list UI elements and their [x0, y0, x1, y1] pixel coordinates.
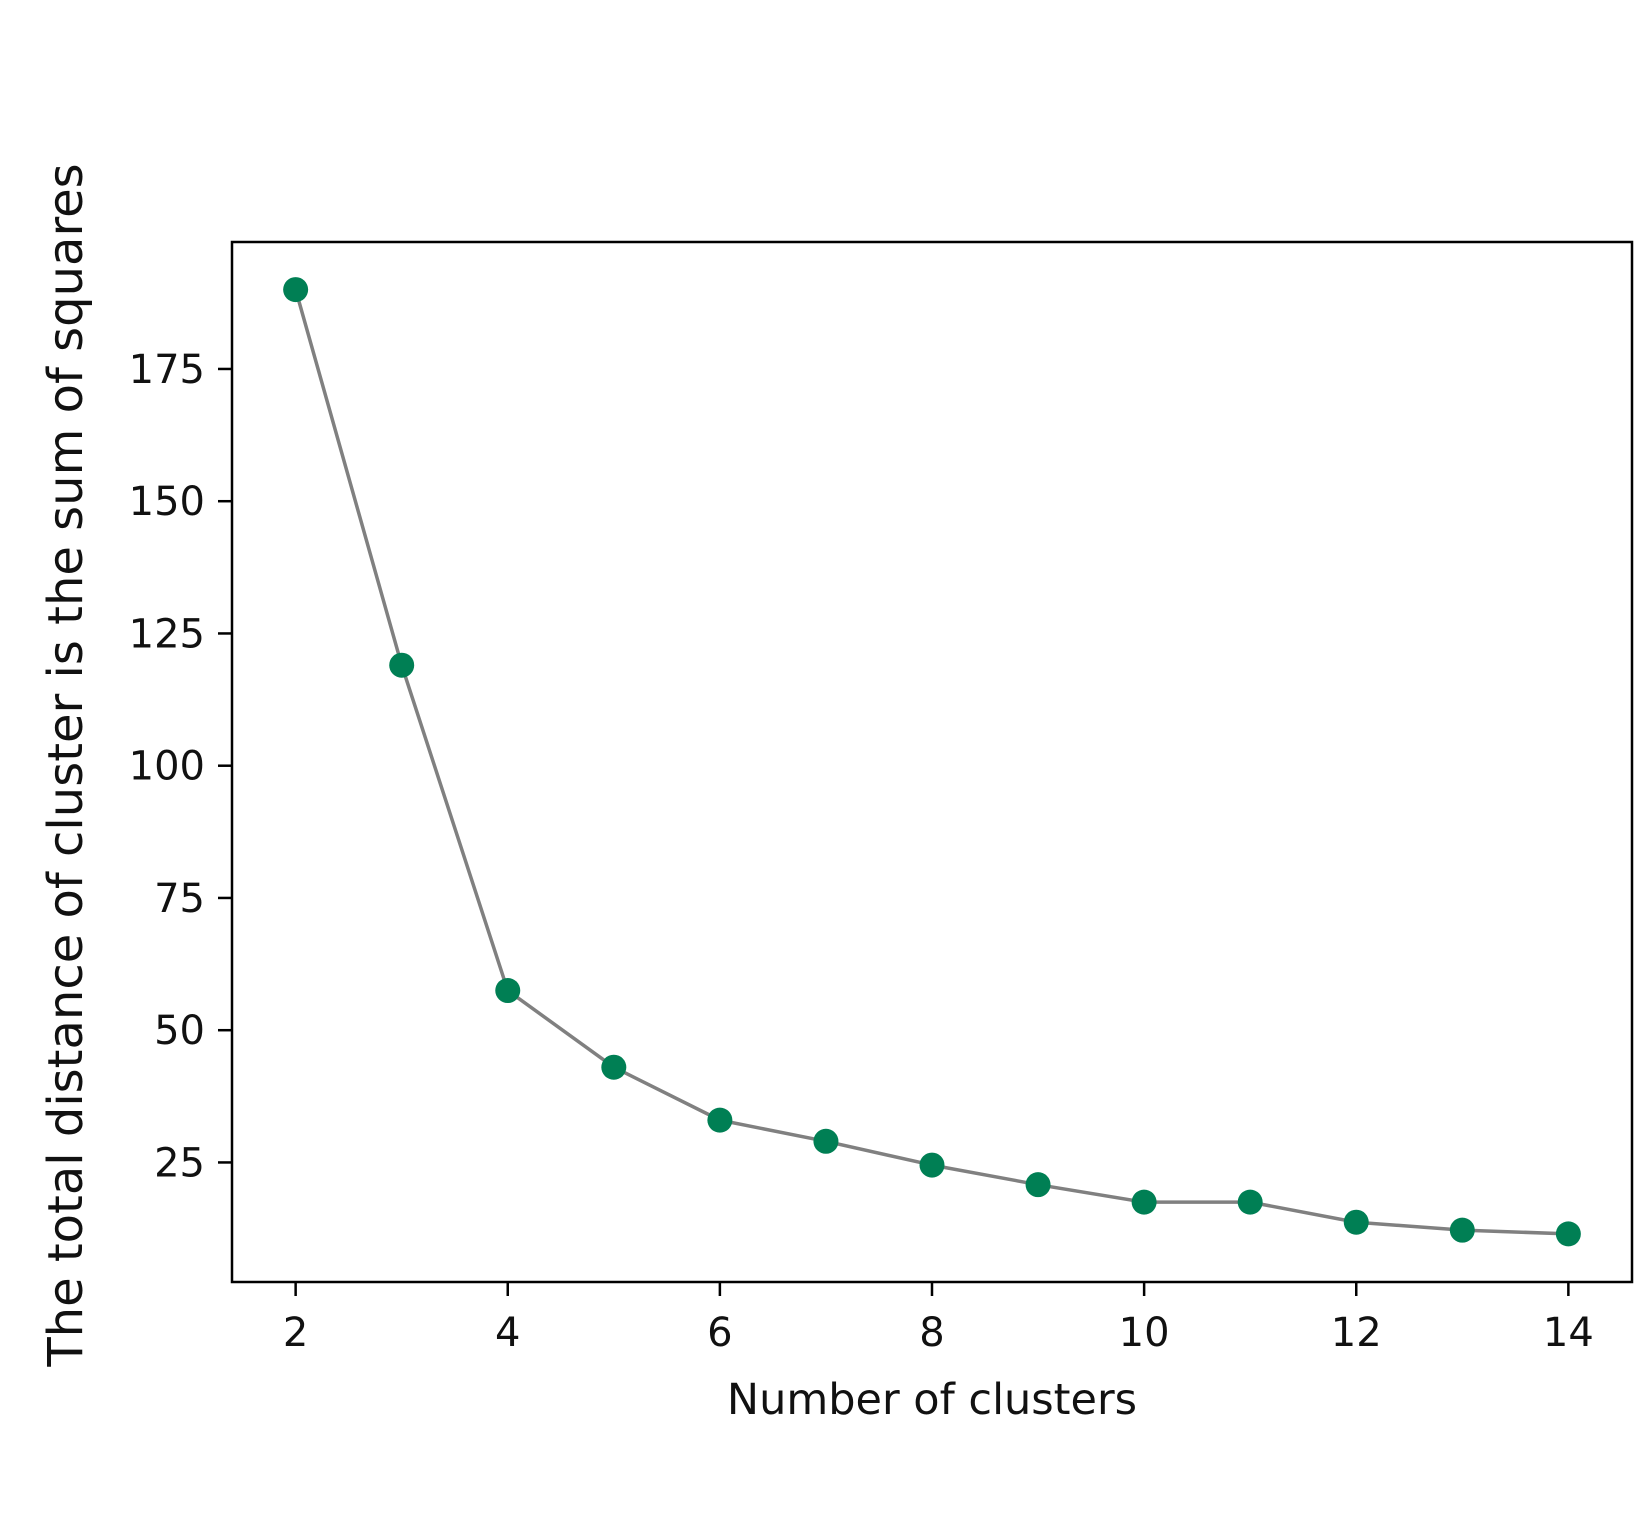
series-group	[283, 277, 1581, 1247]
x-tick-label: 10	[1119, 1310, 1170, 1356]
x-tick-label: 8	[919, 1310, 944, 1356]
data-point	[283, 277, 309, 303]
y-axis-ticks: 25 50 75 100 125 150 175	[129, 347, 232, 1186]
data-point	[1131, 1189, 1157, 1215]
data-point	[495, 978, 521, 1004]
y-axis-title: The total distance of cluster is the sum…	[38, 163, 94, 1367]
y-tick-label: 150	[129, 479, 205, 525]
x-tick-label: 6	[707, 1310, 732, 1356]
data-point	[1343, 1209, 1369, 1235]
data-point	[1237, 1189, 1263, 1215]
x-tick-label: 4	[495, 1310, 520, 1356]
y-tick-label: 25	[154, 1140, 205, 1186]
y-tick-label: 50	[154, 1008, 205, 1054]
x-axis-ticks: 2 4 6 8 10 12 14	[283, 1282, 1594, 1356]
y-tick-label: 75	[154, 876, 205, 922]
x-tick-label: 14	[1543, 1310, 1594, 1356]
x-tick-label: 2	[283, 1310, 308, 1356]
data-point	[919, 1152, 945, 1178]
y-tick-label: 100	[129, 744, 205, 790]
x-axis-title: Number of clusters	[727, 1375, 1137, 1425]
y-tick-label: 175	[129, 347, 205, 393]
data-point	[1555, 1221, 1581, 1247]
data-point	[389, 652, 415, 678]
plot-frame	[230, 240, 1634, 1284]
x-tick-label: 12	[1331, 1310, 1382, 1356]
data-point	[601, 1054, 627, 1080]
data-point	[707, 1107, 733, 1133]
data-point	[1449, 1217, 1475, 1243]
data-point	[813, 1128, 839, 1154]
data-point	[1025, 1172, 1051, 1198]
y-tick-label: 125	[129, 611, 205, 657]
